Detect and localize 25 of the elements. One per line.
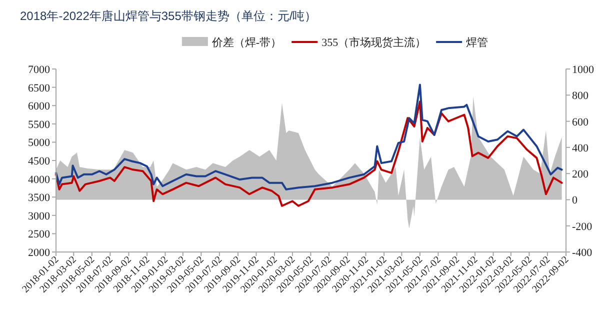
y-tick-label: 7000 — [28, 64, 50, 76]
y-tick-label: 6500 — [28, 82, 50, 94]
chart-title: 2018年-2022年唐山焊管与355带钢走势（单位：元/吨） — [20, 9, 317, 23]
y2-tick-label: 1000 — [572, 64, 594, 76]
legend-label: 355（市场现货主流） — [322, 36, 426, 49]
legend-label: 焊管 — [466, 37, 488, 49]
y-tick-label: 3000 — [28, 210, 50, 222]
y-tick-label: 6000 — [28, 100, 50, 113]
y2-tick-label: 800 — [572, 90, 589, 102]
y2-tick-label: 200 — [572, 168, 589, 181]
y2-tick-label: 600 — [572, 116, 589, 128]
y2-tick-label: -200 — [572, 220, 593, 233]
y-tick-label: 4000 — [28, 174, 50, 186]
line-series — [55, 100, 563, 207]
legend-label: 价差（焊-带） — [210, 36, 282, 49]
y2-tick-label: -400 — [572, 247, 593, 259]
line-series — [55, 84, 563, 190]
y-tick-label: 4500 — [28, 156, 50, 168]
y-tick-label: 5500 — [28, 118, 50, 131]
y-tick-label: 2000 — [28, 247, 50, 259]
y2-tick-label: 0 — [572, 194, 578, 207]
y-tick-label: 5000 — [28, 137, 50, 150]
y-tick-label: 3500 — [28, 192, 50, 204]
y2-tick-label: 400 — [572, 142, 589, 154]
y-tick-label: 2500 — [28, 228, 50, 241]
